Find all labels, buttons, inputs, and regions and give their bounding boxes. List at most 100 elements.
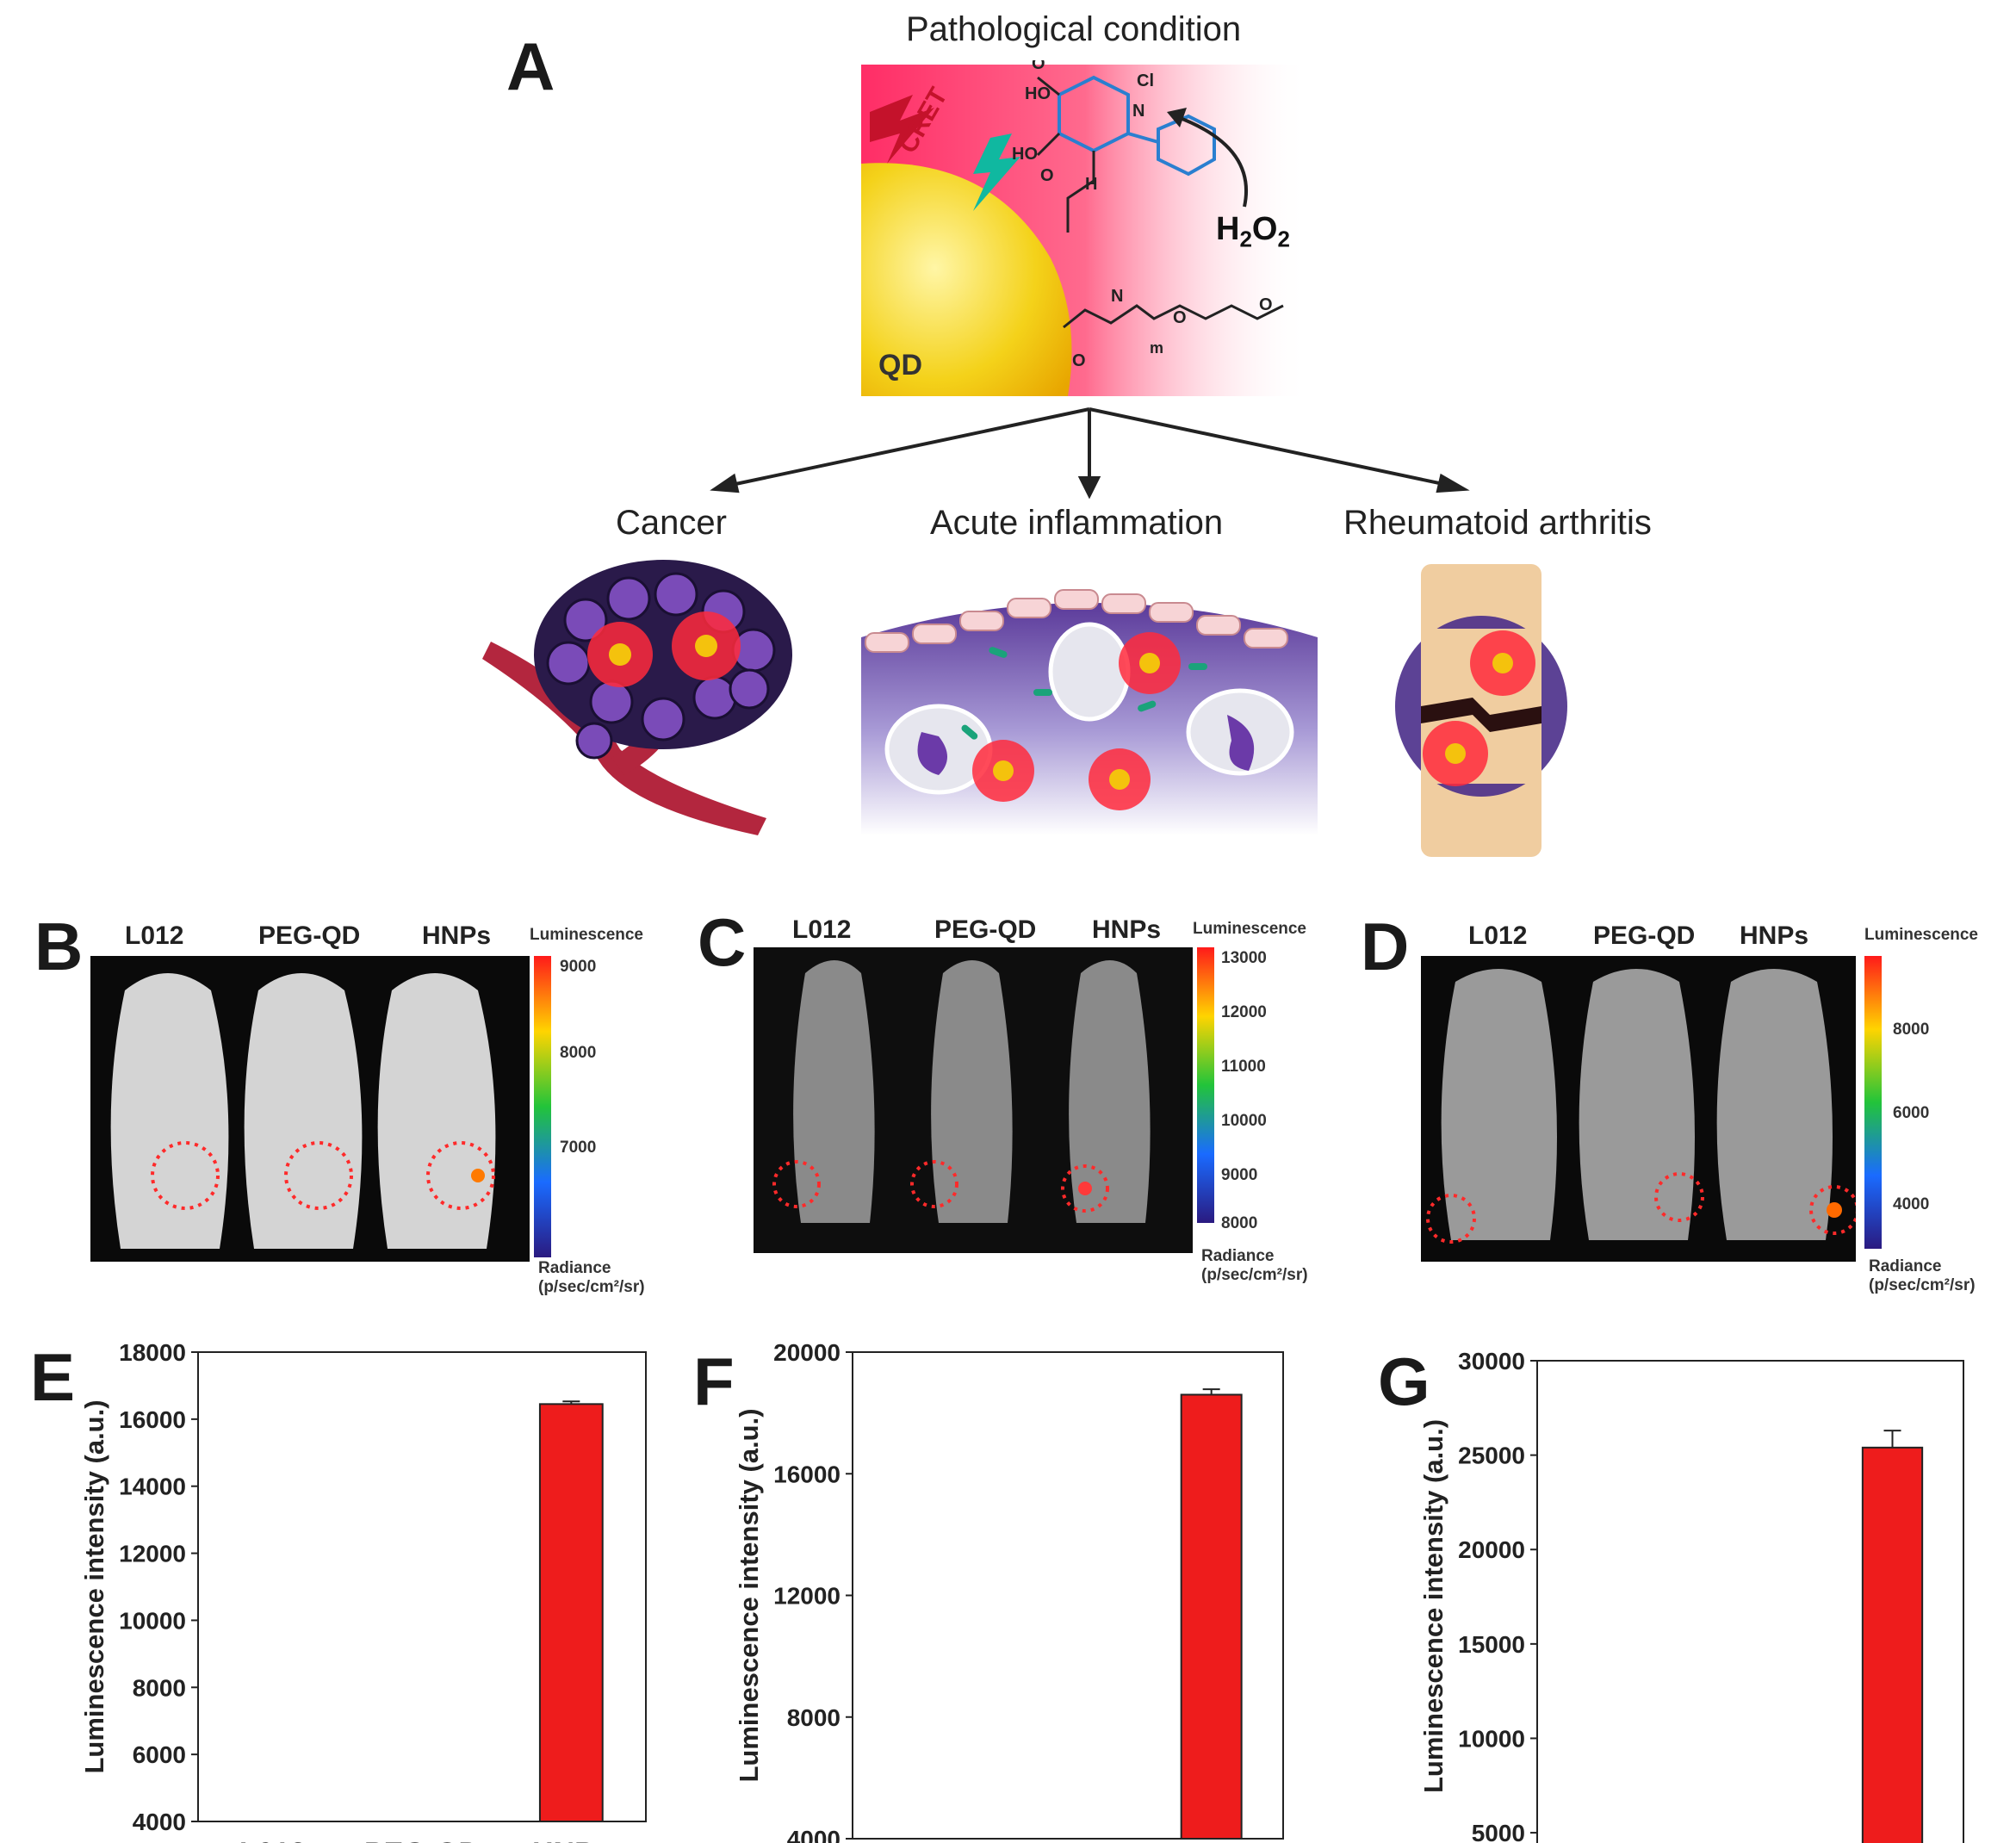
scale-tick-c-2: 11000 — [1221, 1058, 1266, 1076]
branch-arrows — [710, 407, 1470, 500]
h2o2-label: H2O2 — [1216, 211, 1290, 252]
scale-tick-b-2: 7000 — [560, 1139, 597, 1157]
y-axis-label: Luminescence intensity (a.u.) — [79, 1399, 109, 1773]
scale-tick-d-1: 6000 — [1893, 1104, 1930, 1122]
bar-chart-e: 4000 6000 8000 10000 12000 14000 16000 18000 L01… — [79, 1339, 647, 1843]
qd-scheme: QD CRET HO HO Cl N O O H N O O O m — [861, 60, 1309, 396]
scale-tick-c-4: 9000 — [1221, 1166, 1258, 1184]
bar-hnps — [1861, 1446, 1924, 1843]
molecule-label-ho2: HO — [1012, 145, 1038, 164]
scale-title-c: Luminescence — [1193, 920, 1306, 938]
y-tick-label: 16000 — [119, 1406, 186, 1433]
y-tick-label: 20000 — [1458, 1536, 1525, 1563]
y-tick-label: 8000 — [787, 1704, 841, 1731]
bar-chart-g: 50001000015000200002500030000L012PEG-QDH… — [1418, 1348, 1964, 1843]
nanoparticle-glow — [1423, 630, 1535, 786]
mouse-label-b-l012: L012 — [125, 922, 184, 950]
molecule-label-o4: O — [1173, 308, 1187, 327]
scale-unit-d-2: (p/sec/cm²/sr) — [1869, 1276, 1976, 1294]
y-tick-label: 14000 — [119, 1474, 186, 1500]
plot-frame — [1536, 1360, 1964, 1843]
imaging-photo-b — [90, 956, 530, 1262]
reaction-arrowhead — [1167, 108, 1187, 127]
y-tick-label: 12000 — [119, 1541, 186, 1567]
panel-letter-d: D — [1361, 909, 1410, 984]
y-tick-label: 25000 — [1458, 1443, 1525, 1469]
molecule-label-o3: O — [1072, 351, 1086, 370]
molecule-label-o5: O — [1259, 295, 1273, 314]
molecule-label-h: H — [1085, 175, 1097, 194]
scale-unit-b-2: (p/sec/cm²/sr) — [538, 1278, 645, 1296]
qd-label: QD — [878, 349, 922, 382]
mouse-label-b-pegqd: PEG-QD — [258, 922, 361, 950]
imaging-photo-c — [754, 947, 1193, 1253]
color-scale-d — [1864, 956, 1882, 1249]
y-tick-label: 10000 — [119, 1607, 186, 1634]
color-scale-c — [1197, 947, 1214, 1223]
scale-tick-b-0: 9000 — [560, 958, 597, 976]
scale-tick-d-2: 4000 — [1893, 1195, 1930, 1213]
y-tick-label: 30000 — [1458, 1348, 1525, 1374]
bar-hnps — [538, 1403, 604, 1822]
y-tick-label: 16000 — [773, 1461, 841, 1487]
joint-gap — [1421, 698, 1541, 732]
molecule-label-n: N — [1132, 102, 1144, 121]
panel-letter-f: F — [693, 1343, 735, 1419]
scale-tick-b-1: 8000 — [560, 1044, 597, 1062]
x-tick-label: PEG-QD — [364, 1837, 480, 1843]
scale-unit-b-1: Radiance — [538, 1259, 611, 1277]
molecule-label-ho1: HO — [1025, 84, 1051, 103]
nanoparticle-glow — [587, 611, 741, 687]
panel-letter-g: G — [1378, 1343, 1430, 1419]
quantum-dot-shape — [861, 163, 1072, 396]
mouse-label-d-hnps: HNPs — [1740, 922, 1809, 950]
molecule-label-o1: O — [1032, 60, 1045, 73]
molecule-label-o2: O — [1040, 166, 1054, 185]
mouse-label-b-hnps: HNPs — [422, 922, 492, 950]
y-tick-label: 6000 — [133, 1741, 186, 1768]
panel-letter-b: B — [34, 909, 84, 984]
x-tick-label: L012 — [239, 1837, 307, 1843]
mouse-label-d-pegqd: PEG-QD — [1593, 922, 1696, 950]
pathological-condition-title: Pathological condition — [906, 10, 1242, 48]
scale-tick-d-0: 8000 — [1893, 1021, 1930, 1039]
y-tick-label: 12000 — [773, 1583, 841, 1610]
teal-bolt-icon — [973, 133, 1020, 211]
scale-unit-c-1: Radiance — [1201, 1247, 1275, 1265]
y-tick-label: 5000 — [1472, 1820, 1525, 1843]
y-tick-label: 20000 — [773, 1339, 841, 1366]
bacteria — [961, 647, 1207, 740]
arthritis-illustration — [1395, 564, 1567, 857]
disease-label-rheumatoid-arthritis: Rheumatoid arthritis — [1343, 504, 1652, 542]
scale-title-d: Luminescence — [1864, 926, 1978, 944]
scale-tick-c-1: 12000 — [1221, 1003, 1267, 1021]
molecule-label-cl: Cl — [1137, 71, 1154, 90]
inflammation-illustration — [861, 589, 1318, 835]
nanoparticle-glow — [972, 632, 1181, 810]
panel-letter-c: C — [698, 904, 747, 980]
y-tick-label: 15000 — [1458, 1631, 1525, 1658]
y-tick-label: 8000 — [133, 1674, 186, 1701]
bar-chart-f: 40008000120001600020000L012PEG-QDHNPsLum… — [734, 1339, 1284, 1843]
scale-unit-c-2: (p/sec/cm²/sr) — [1201, 1266, 1308, 1284]
mouse-label-d-l012: L012 — [1468, 922, 1528, 950]
panel-letter-e: E — [30, 1339, 76, 1415]
mouse-label-c-l012: L012 — [792, 915, 852, 944]
color-scale-b — [534, 956, 551, 1257]
molecule-label-m: m — [1150, 339, 1163, 357]
y-axis-label: Luminescence intensity (a.u.) — [1418, 1419, 1448, 1793]
scale-unit-d-1: Radiance — [1869, 1257, 1942, 1275]
tumor-cells — [546, 572, 776, 760]
imaging-photo-d — [1421, 956, 1856, 1262]
molecule-label-n2: N — [1111, 287, 1123, 306]
y-tick-label: 4000 — [787, 1826, 841, 1843]
y-tick-label: 10000 — [1458, 1725, 1525, 1752]
x-tick-label: HNPs — [532, 1837, 611, 1843]
scale-title-b: Luminescence — [530, 926, 643, 944]
y-tick-label: 18000 — [119, 1339, 186, 1366]
scale-tick-c-0: 13000 — [1221, 949, 1267, 967]
cancer-illustration — [482, 560, 792, 835]
y-tick-label: 4000 — [133, 1809, 186, 1835]
bar-hnps — [1180, 1393, 1243, 1840]
reaction-arrow — [1175, 115, 1249, 208]
